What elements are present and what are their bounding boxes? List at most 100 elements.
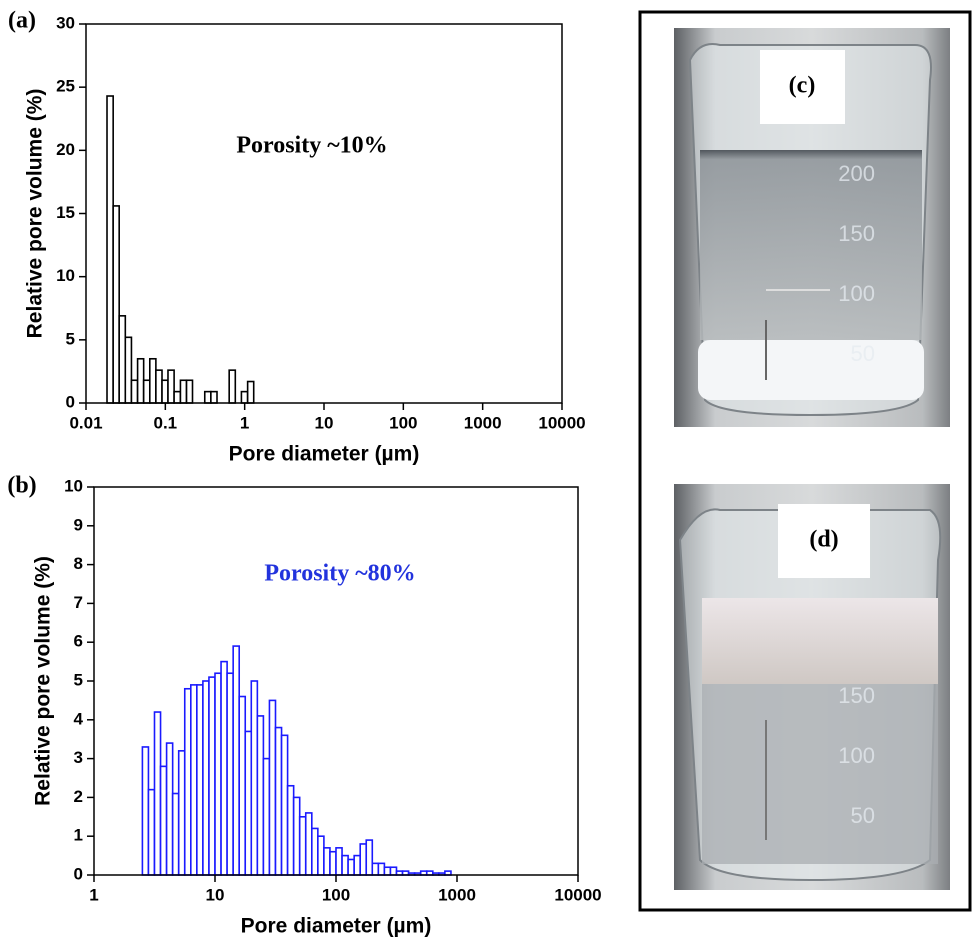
histogram-bar xyxy=(183,687,192,876)
x-tick-label: 0.1 xyxy=(154,413,178,432)
beaker-scale-label: 150 xyxy=(838,683,875,708)
histogram-bar xyxy=(159,765,168,876)
histogram-bar xyxy=(383,866,392,876)
histogram-bar xyxy=(359,843,368,876)
photo-c xyxy=(674,28,950,427)
histogram-bar xyxy=(210,390,218,404)
histogram-bar xyxy=(203,390,212,404)
x-tick-label: 100 xyxy=(389,413,417,432)
histogram-bar xyxy=(280,734,289,876)
y-tick-label: 15 xyxy=(56,203,75,222)
x-axis-title: Pore diameter (µm) xyxy=(229,443,420,466)
y-tick-label: 0 xyxy=(74,864,83,883)
y-tick-label: 25 xyxy=(56,77,75,96)
panel-label: (a) xyxy=(8,8,36,34)
histogram-bar xyxy=(177,750,186,876)
x-axis-title: Pore diameter (µm) xyxy=(241,915,432,938)
histogram-bar xyxy=(246,380,255,404)
histogram-bar xyxy=(220,660,228,876)
histogram-bar xyxy=(179,379,188,404)
histogram-bar xyxy=(377,862,386,876)
histogram-bar xyxy=(323,847,331,876)
x-tick-label: 0.01 xyxy=(69,413,102,432)
x-tick-label: 10 xyxy=(315,413,334,432)
beaker-scale-label: 50 xyxy=(851,803,875,828)
histogram-bar xyxy=(112,205,120,404)
histogram-bar xyxy=(202,680,210,876)
x-tick-label: 10 xyxy=(206,885,225,904)
histogram-bar xyxy=(240,390,249,404)
beaker-scale-label: 150 xyxy=(838,221,875,246)
histogram-bar xyxy=(298,815,307,876)
histogram-bar xyxy=(147,788,156,876)
histogram-bar xyxy=(118,315,127,404)
annotation: Porosity ~10% xyxy=(236,133,387,159)
histogram-bar xyxy=(106,95,114,404)
beaker-scale-label: 100 xyxy=(838,281,875,306)
histogram-bar xyxy=(208,676,216,876)
histogram-bar xyxy=(124,336,133,404)
x-tick-label: 100 xyxy=(322,885,350,904)
foam-layer xyxy=(702,598,938,684)
histogram-bar xyxy=(238,695,247,876)
y-tick-label: 0 xyxy=(66,392,75,411)
histogram-bar xyxy=(228,369,237,404)
histogram-bar xyxy=(262,757,271,876)
y-tick-label: 10 xyxy=(64,476,83,495)
water xyxy=(700,150,922,340)
histogram-bar xyxy=(250,680,259,876)
x-tick-label: 1000 xyxy=(438,885,476,904)
histogram-bar xyxy=(365,839,374,876)
histogram-bar xyxy=(136,357,145,404)
beaker-scale-label: 200 xyxy=(838,161,875,186)
histogram-bar xyxy=(165,742,174,876)
histogram-bar xyxy=(173,390,182,404)
label-box xyxy=(760,50,845,124)
x-tick-label: 1000 xyxy=(464,413,502,432)
x-tick-label: 10000 xyxy=(538,413,585,432)
y-tick-label: 4 xyxy=(74,709,84,728)
y-axis-title: Relative pore volume (%) xyxy=(24,89,47,339)
photo-d xyxy=(674,484,950,890)
histogram-bar xyxy=(185,379,194,404)
beaker-scale-label: 100 xyxy=(838,743,875,768)
y-tick-label: 20 xyxy=(56,140,75,159)
histogram-bar xyxy=(286,784,295,876)
y-tick-label: 7 xyxy=(74,593,83,612)
y-tick-label: 5 xyxy=(66,329,75,348)
histogram-bar xyxy=(317,835,325,876)
photo-frame xyxy=(638,10,972,912)
y-axis-title: Relative pore volume (%) xyxy=(32,556,55,806)
histogram-bar xyxy=(256,715,265,876)
histogram-bar xyxy=(335,847,343,876)
histogram-bar xyxy=(311,827,319,876)
histogram-bar xyxy=(244,730,253,876)
histogram-bar xyxy=(232,645,241,876)
histogram-bar xyxy=(353,854,362,876)
annotation: Porosity ~80% xyxy=(264,561,415,587)
plot-frame xyxy=(85,23,563,404)
photo-label: (c) xyxy=(789,73,816,99)
photo-label: (d) xyxy=(809,527,838,553)
histogram-bar xyxy=(341,854,349,876)
beaker-scale-label: 50 xyxy=(851,341,875,366)
histogram-bar xyxy=(292,796,301,876)
sediment xyxy=(698,340,924,400)
histogram-bar xyxy=(167,369,175,404)
histogram-bar xyxy=(226,672,234,876)
histogram-bar xyxy=(141,746,150,876)
histogram-bar xyxy=(347,858,355,876)
histogram-bar xyxy=(190,684,198,876)
histogram-bar xyxy=(304,812,313,876)
histogram-bar xyxy=(389,866,398,876)
y-tick-label: 1 xyxy=(74,826,83,845)
y-tick-label: 5 xyxy=(74,670,83,689)
y-tick-label: 6 xyxy=(74,632,83,651)
x-tick-label: 1 xyxy=(240,413,249,432)
panel-label: (b) xyxy=(7,473,36,499)
y-tick-label: 10 xyxy=(56,266,75,285)
histogram-bar xyxy=(171,792,180,876)
histogram-bar xyxy=(142,379,151,404)
histogram-bar xyxy=(155,369,163,404)
